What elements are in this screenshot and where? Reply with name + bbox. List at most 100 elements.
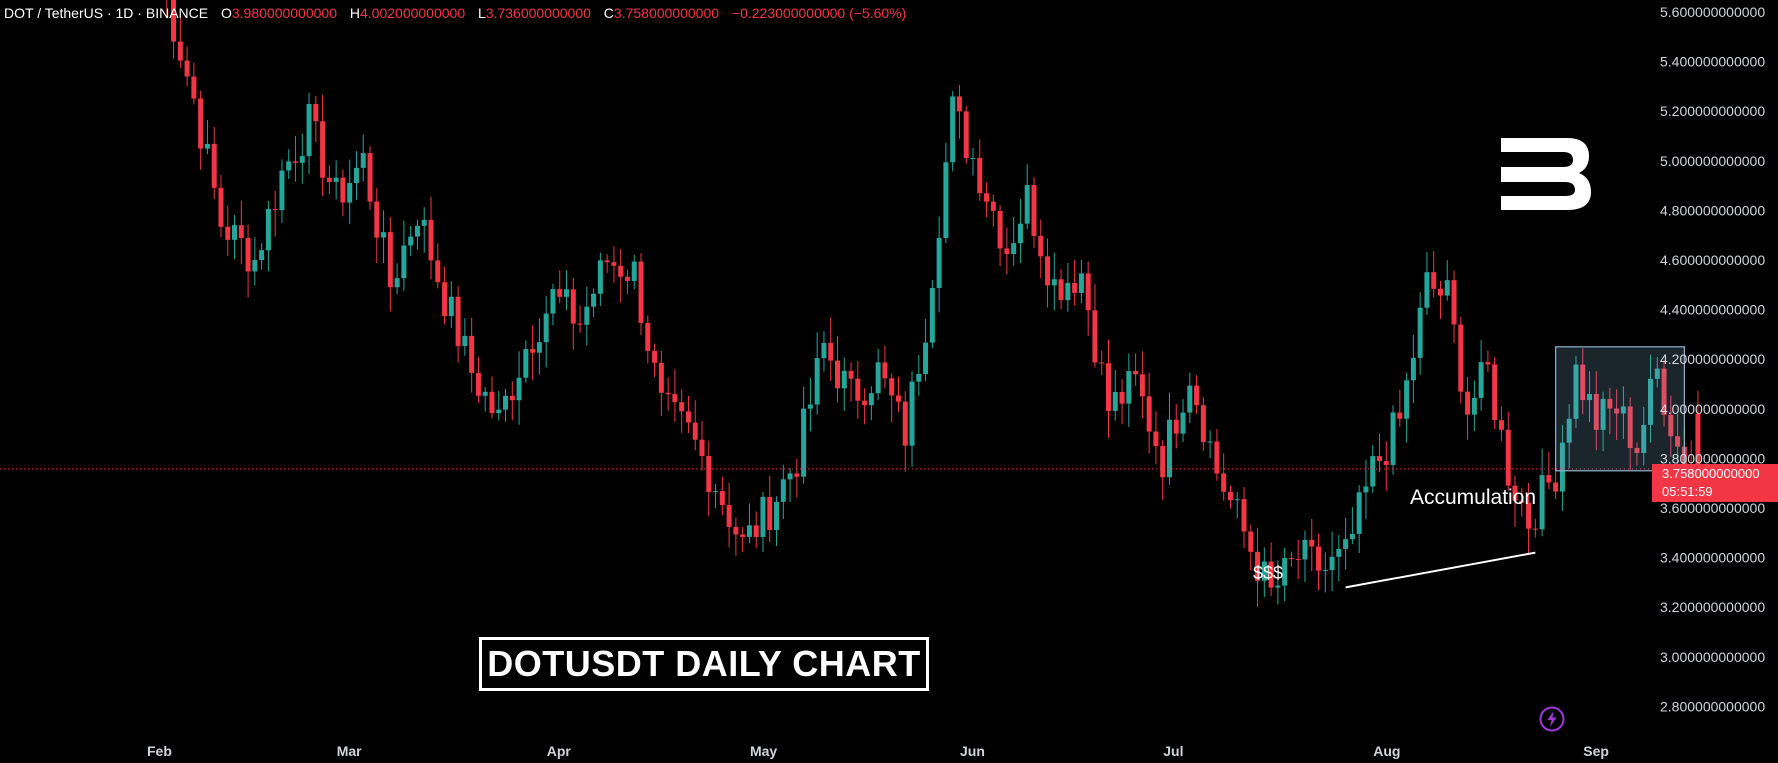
candle bbox=[367, 146, 373, 210]
candle bbox=[889, 373, 895, 423]
candle bbox=[306, 92, 312, 175]
candle bbox=[1519, 487, 1525, 517]
month-tick: Aug bbox=[1373, 743, 1400, 759]
candle bbox=[1471, 380, 1477, 432]
candle bbox=[774, 496, 780, 547]
candle bbox=[950, 91, 956, 172]
candle bbox=[1092, 284, 1098, 368]
price-tick: 4.000000000000 bbox=[1660, 401, 1765, 417]
candle bbox=[1248, 524, 1254, 571]
candles-layer bbox=[166, 0, 1701, 608]
candle bbox=[530, 325, 536, 380]
candle bbox=[787, 468, 793, 502]
candle bbox=[733, 517, 739, 556]
candle bbox=[990, 194, 996, 227]
candle bbox=[672, 369, 678, 423]
candle bbox=[1465, 377, 1471, 440]
candle bbox=[1119, 379, 1125, 425]
candle bbox=[1478, 340, 1484, 411]
candle bbox=[401, 220, 407, 291]
lightning-icon[interactable] bbox=[1538, 705, 1566, 733]
current-price-value: 3.758000000000 bbox=[1662, 466, 1760, 481]
candle bbox=[340, 169, 346, 217]
candle bbox=[760, 491, 766, 553]
candle bbox=[204, 119, 210, 155]
candle bbox=[936, 216, 942, 313]
price-tick: 5.600000000000 bbox=[1660, 4, 1765, 20]
candle bbox=[177, 16, 183, 68]
candle bbox=[1133, 353, 1139, 386]
candle bbox=[469, 317, 475, 393]
price-tick: 3.800000000000 bbox=[1660, 450, 1765, 466]
candle bbox=[326, 165, 332, 195]
candle bbox=[726, 482, 732, 548]
candle bbox=[1011, 216, 1017, 266]
candle bbox=[299, 133, 305, 184]
candle bbox=[509, 381, 515, 421]
candle bbox=[475, 356, 481, 403]
candle bbox=[1072, 260, 1078, 306]
candle bbox=[1553, 468, 1559, 500]
candle bbox=[1424, 252, 1430, 315]
candle bbox=[1106, 339, 1111, 438]
candle bbox=[1316, 533, 1322, 591]
candle bbox=[1410, 334, 1416, 404]
candle bbox=[1214, 428, 1220, 481]
candle bbox=[1614, 389, 1620, 441]
time-axis[interactable]: Feb Mar Apr May Jun Jul Aug Sep bbox=[147, 743, 1609, 759]
candle bbox=[746, 503, 752, 544]
price-axis[interactable]: 5.600000000000 5.400000000000 5.2000000000… bbox=[1660, 4, 1765, 714]
candle bbox=[1526, 482, 1532, 554]
candle bbox=[1058, 269, 1064, 310]
candle bbox=[699, 421, 705, 471]
candle bbox=[1648, 354, 1653, 443]
candle bbox=[1160, 440, 1166, 500]
candle bbox=[1675, 414, 1681, 469]
month-tick: Apr bbox=[547, 743, 572, 759]
candle bbox=[1051, 252, 1057, 311]
candle bbox=[1634, 442, 1640, 466]
candle bbox=[313, 96, 319, 143]
high-value: 4.002000000000 bbox=[360, 5, 466, 21]
candle bbox=[1356, 485, 1362, 554]
candle bbox=[408, 226, 414, 256]
candle bbox=[394, 263, 400, 295]
candle bbox=[503, 388, 509, 422]
accumulation-box[interactable] bbox=[1555, 346, 1685, 472]
candle bbox=[543, 295, 549, 368]
price-tick: 5.200000000000 bbox=[1660, 103, 1765, 119]
price-tick: 4.200000000000 bbox=[1660, 351, 1765, 367]
symbol-header: DOT / TetherUS · 1D · BINANCE O3.9800000… bbox=[4, 5, 906, 21]
candle bbox=[1607, 387, 1613, 435]
candle bbox=[353, 151, 359, 200]
candle bbox=[536, 318, 542, 375]
price-tick: 3.200000000000 bbox=[1660, 599, 1765, 615]
candle bbox=[753, 511, 759, 549]
candle bbox=[1153, 411, 1159, 465]
month-tick: Jun bbox=[960, 743, 985, 759]
candle bbox=[489, 376, 495, 419]
candle bbox=[1194, 375, 1200, 414]
candle bbox=[692, 400, 698, 451]
candle bbox=[780, 464, 786, 520]
candle bbox=[1234, 492, 1240, 519]
candle bbox=[943, 142, 949, 244]
candle bbox=[1031, 177, 1037, 249]
candle bbox=[428, 196, 434, 280]
chart-title: DOTUSDT DAILY CHART bbox=[479, 637, 929, 691]
liquidity-line[interactable] bbox=[1345, 551, 1536, 589]
candle bbox=[1492, 356, 1498, 430]
candle bbox=[909, 371, 915, 467]
low-label: L bbox=[478, 5, 486, 21]
candle bbox=[848, 362, 854, 402]
candle bbox=[685, 395, 691, 434]
brand-logo bbox=[1501, 138, 1591, 210]
candle bbox=[1255, 528, 1261, 608]
candle bbox=[1627, 397, 1633, 470]
candle bbox=[1329, 531, 1335, 592]
candle bbox=[1485, 350, 1491, 373]
liquidity-label: $$$ bbox=[1253, 563, 1284, 583]
candle bbox=[604, 254, 610, 273]
candle bbox=[1580, 348, 1586, 415]
